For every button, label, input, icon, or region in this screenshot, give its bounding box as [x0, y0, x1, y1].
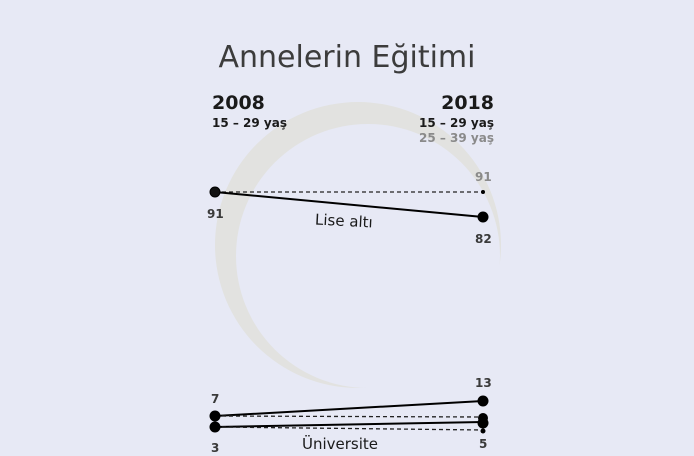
right-age-group-secondary: 25 – 39 yaş [419, 131, 494, 145]
universite-2018-5-point [477, 417, 489, 429]
universite-solid-line [214, 400, 484, 417]
lise-alti-solid-line [214, 191, 484, 218]
lise-alti-2008-point [209, 186, 221, 198]
right-column-header: 2018 15 – 29 yaş 25 – 39 yaş [419, 92, 494, 145]
right-year: 2018 [441, 92, 494, 114]
left-age-group: 15 – 29 yaş [212, 116, 287, 130]
lise-alti-2018-15-29-value: 82 [475, 232, 492, 246]
universite-2008-bottom-value: 3 [211, 441, 220, 455]
lower-solid-line [214, 421, 484, 428]
lise-alti-2018-15-29-point [477, 211, 489, 223]
universite-label: Üniversite [302, 435, 379, 453]
universite-2018-25-39-value: 5 [479, 437, 488, 451]
universite-2008-bottom-point [209, 421, 221, 433]
universite-2008-top-point [209, 410, 221, 422]
lise-alti-label: Lise altı [314, 210, 374, 232]
lower-dashed-line [214, 426, 484, 431]
left-year: 2008 [212, 92, 265, 114]
lise-alti-2018-25-39-point [481, 190, 485, 194]
universite-2018-13-point [477, 395, 489, 407]
universite-dashed-line [214, 415, 484, 418]
left-column-header: 2008 15 – 29 yaş [212, 92, 287, 130]
chart-title: Annelerin Eğitimi [218, 40, 476, 75]
universite-2018-15-29-value: 13 [475, 376, 492, 390]
lise-alti-2008-value: 91 [207, 207, 224, 221]
lise-alti-2018-25-39-value: 91 [475, 170, 492, 184]
universite-2018-lower-point [480, 428, 486, 434]
right-age-group-primary: 15 – 29 yaş [419, 116, 494, 130]
universite-2008-top-value: 7 [211, 392, 220, 406]
